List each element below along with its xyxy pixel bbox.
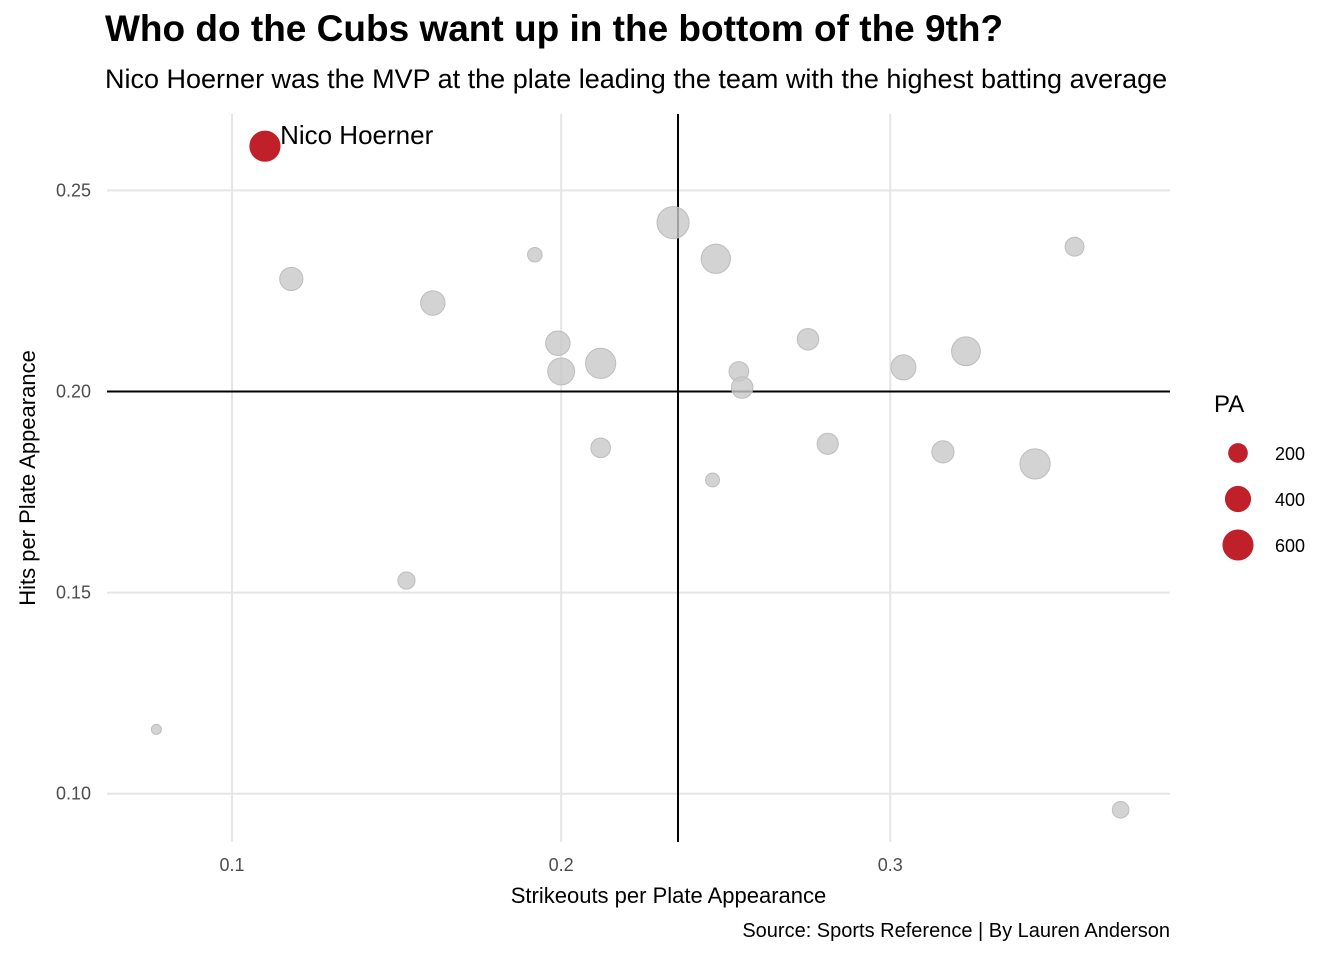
data-point bbox=[1019, 448, 1051, 480]
legend-title: PA bbox=[1214, 391, 1244, 418]
reference-lines bbox=[107, 114, 1170, 842]
axes: 0.1 0.2 0.3 0.10 0.15 0.20 0.25 bbox=[56, 180, 903, 875]
x-axis-title: Strikeouts per Plate Appearance bbox=[511, 883, 827, 908]
data-point bbox=[420, 290, 446, 316]
chart-caption: Source: Sports Reference | By Lauren And… bbox=[742, 920, 1170, 942]
data-point bbox=[150, 723, 162, 735]
data-point bbox=[931, 440, 955, 464]
grid-lines bbox=[107, 114, 1170, 842]
legend-key bbox=[1228, 443, 1248, 463]
data-point bbox=[700, 243, 731, 274]
data-point bbox=[816, 432, 839, 455]
chart-subtitle: Nico Hoerner was the MVP at the plate le… bbox=[105, 64, 1168, 94]
data-point bbox=[796, 327, 820, 351]
legend-label: 200 bbox=[1275, 444, 1305, 464]
chart-title: Who do the Cubs want up in the bottom of… bbox=[105, 8, 1004, 49]
x-tick-label: 0.2 bbox=[549, 855, 574, 875]
data-point bbox=[705, 472, 720, 488]
data-point bbox=[279, 266, 304, 291]
data-point bbox=[527, 247, 543, 263]
data-point bbox=[590, 437, 611, 459]
y-tick-label: 0.20 bbox=[56, 382, 91, 402]
y-tick-label: 0.15 bbox=[56, 583, 91, 603]
x-tick-label: 0.1 bbox=[220, 855, 245, 875]
size-legend: PA 200 400 600 bbox=[1214, 391, 1305, 561]
legend-label: 400 bbox=[1275, 490, 1305, 510]
legend-key bbox=[1224, 485, 1252, 513]
data-point bbox=[890, 354, 917, 381]
data-point bbox=[585, 347, 617, 379]
y-axis-title: Hits per Plate Appearance bbox=[15, 350, 40, 606]
data-points bbox=[150, 130, 1130, 819]
x-tick-label: 0.3 bbox=[878, 855, 903, 875]
y-tick-label: 0.25 bbox=[56, 180, 91, 200]
highlighted-point bbox=[249, 130, 281, 162]
data-point bbox=[1111, 801, 1130, 819]
legend-label: 600 bbox=[1275, 536, 1305, 556]
data-point bbox=[656, 206, 690, 240]
data-point bbox=[547, 357, 576, 386]
data-point bbox=[1064, 236, 1085, 257]
y-tick-label: 0.10 bbox=[56, 784, 91, 804]
data-point bbox=[397, 571, 416, 590]
data-point bbox=[730, 376, 754, 399]
point-label: Nico Hoerner bbox=[280, 120, 434, 150]
data-point bbox=[545, 330, 571, 356]
point-labels: Nico Hoerner bbox=[280, 120, 434, 150]
data-point bbox=[951, 336, 981, 367]
legend-key bbox=[1222, 529, 1254, 561]
